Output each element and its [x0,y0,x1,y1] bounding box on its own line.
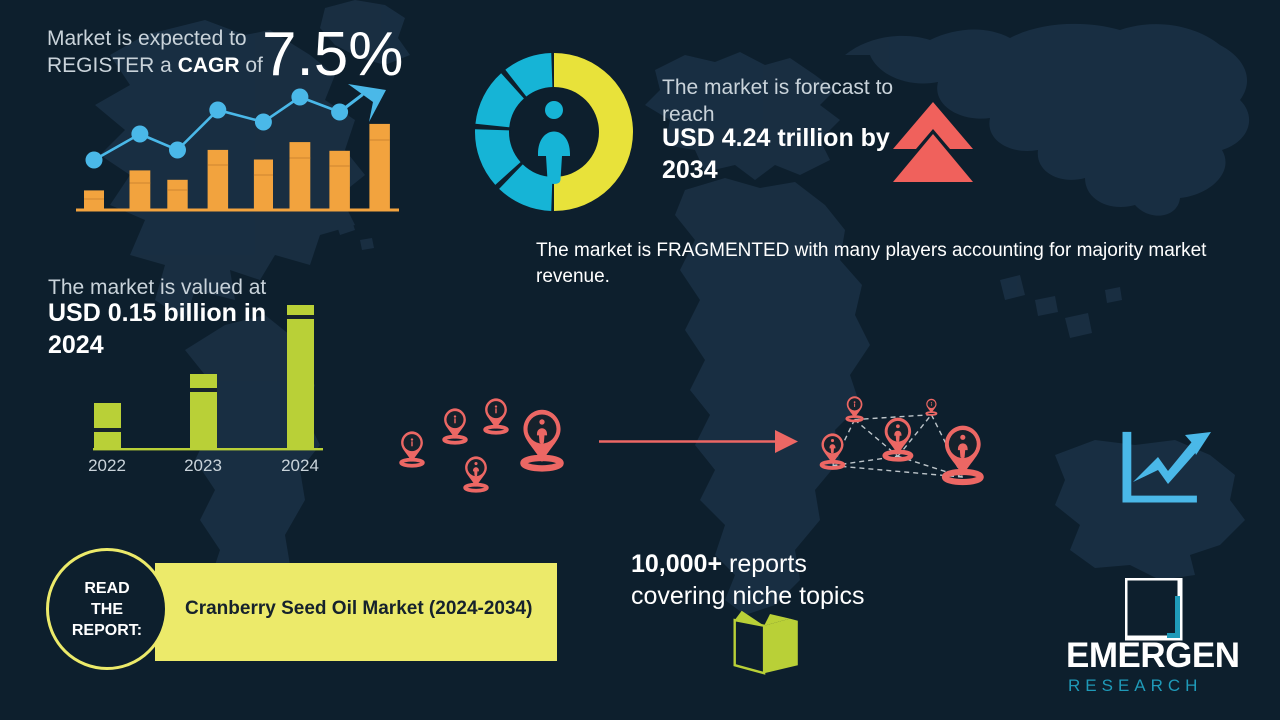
svg-text:2024: 2024 [281,456,319,475]
svg-text:2023: 2023 [184,456,222,475]
svg-text:2022: 2022 [88,456,126,475]
